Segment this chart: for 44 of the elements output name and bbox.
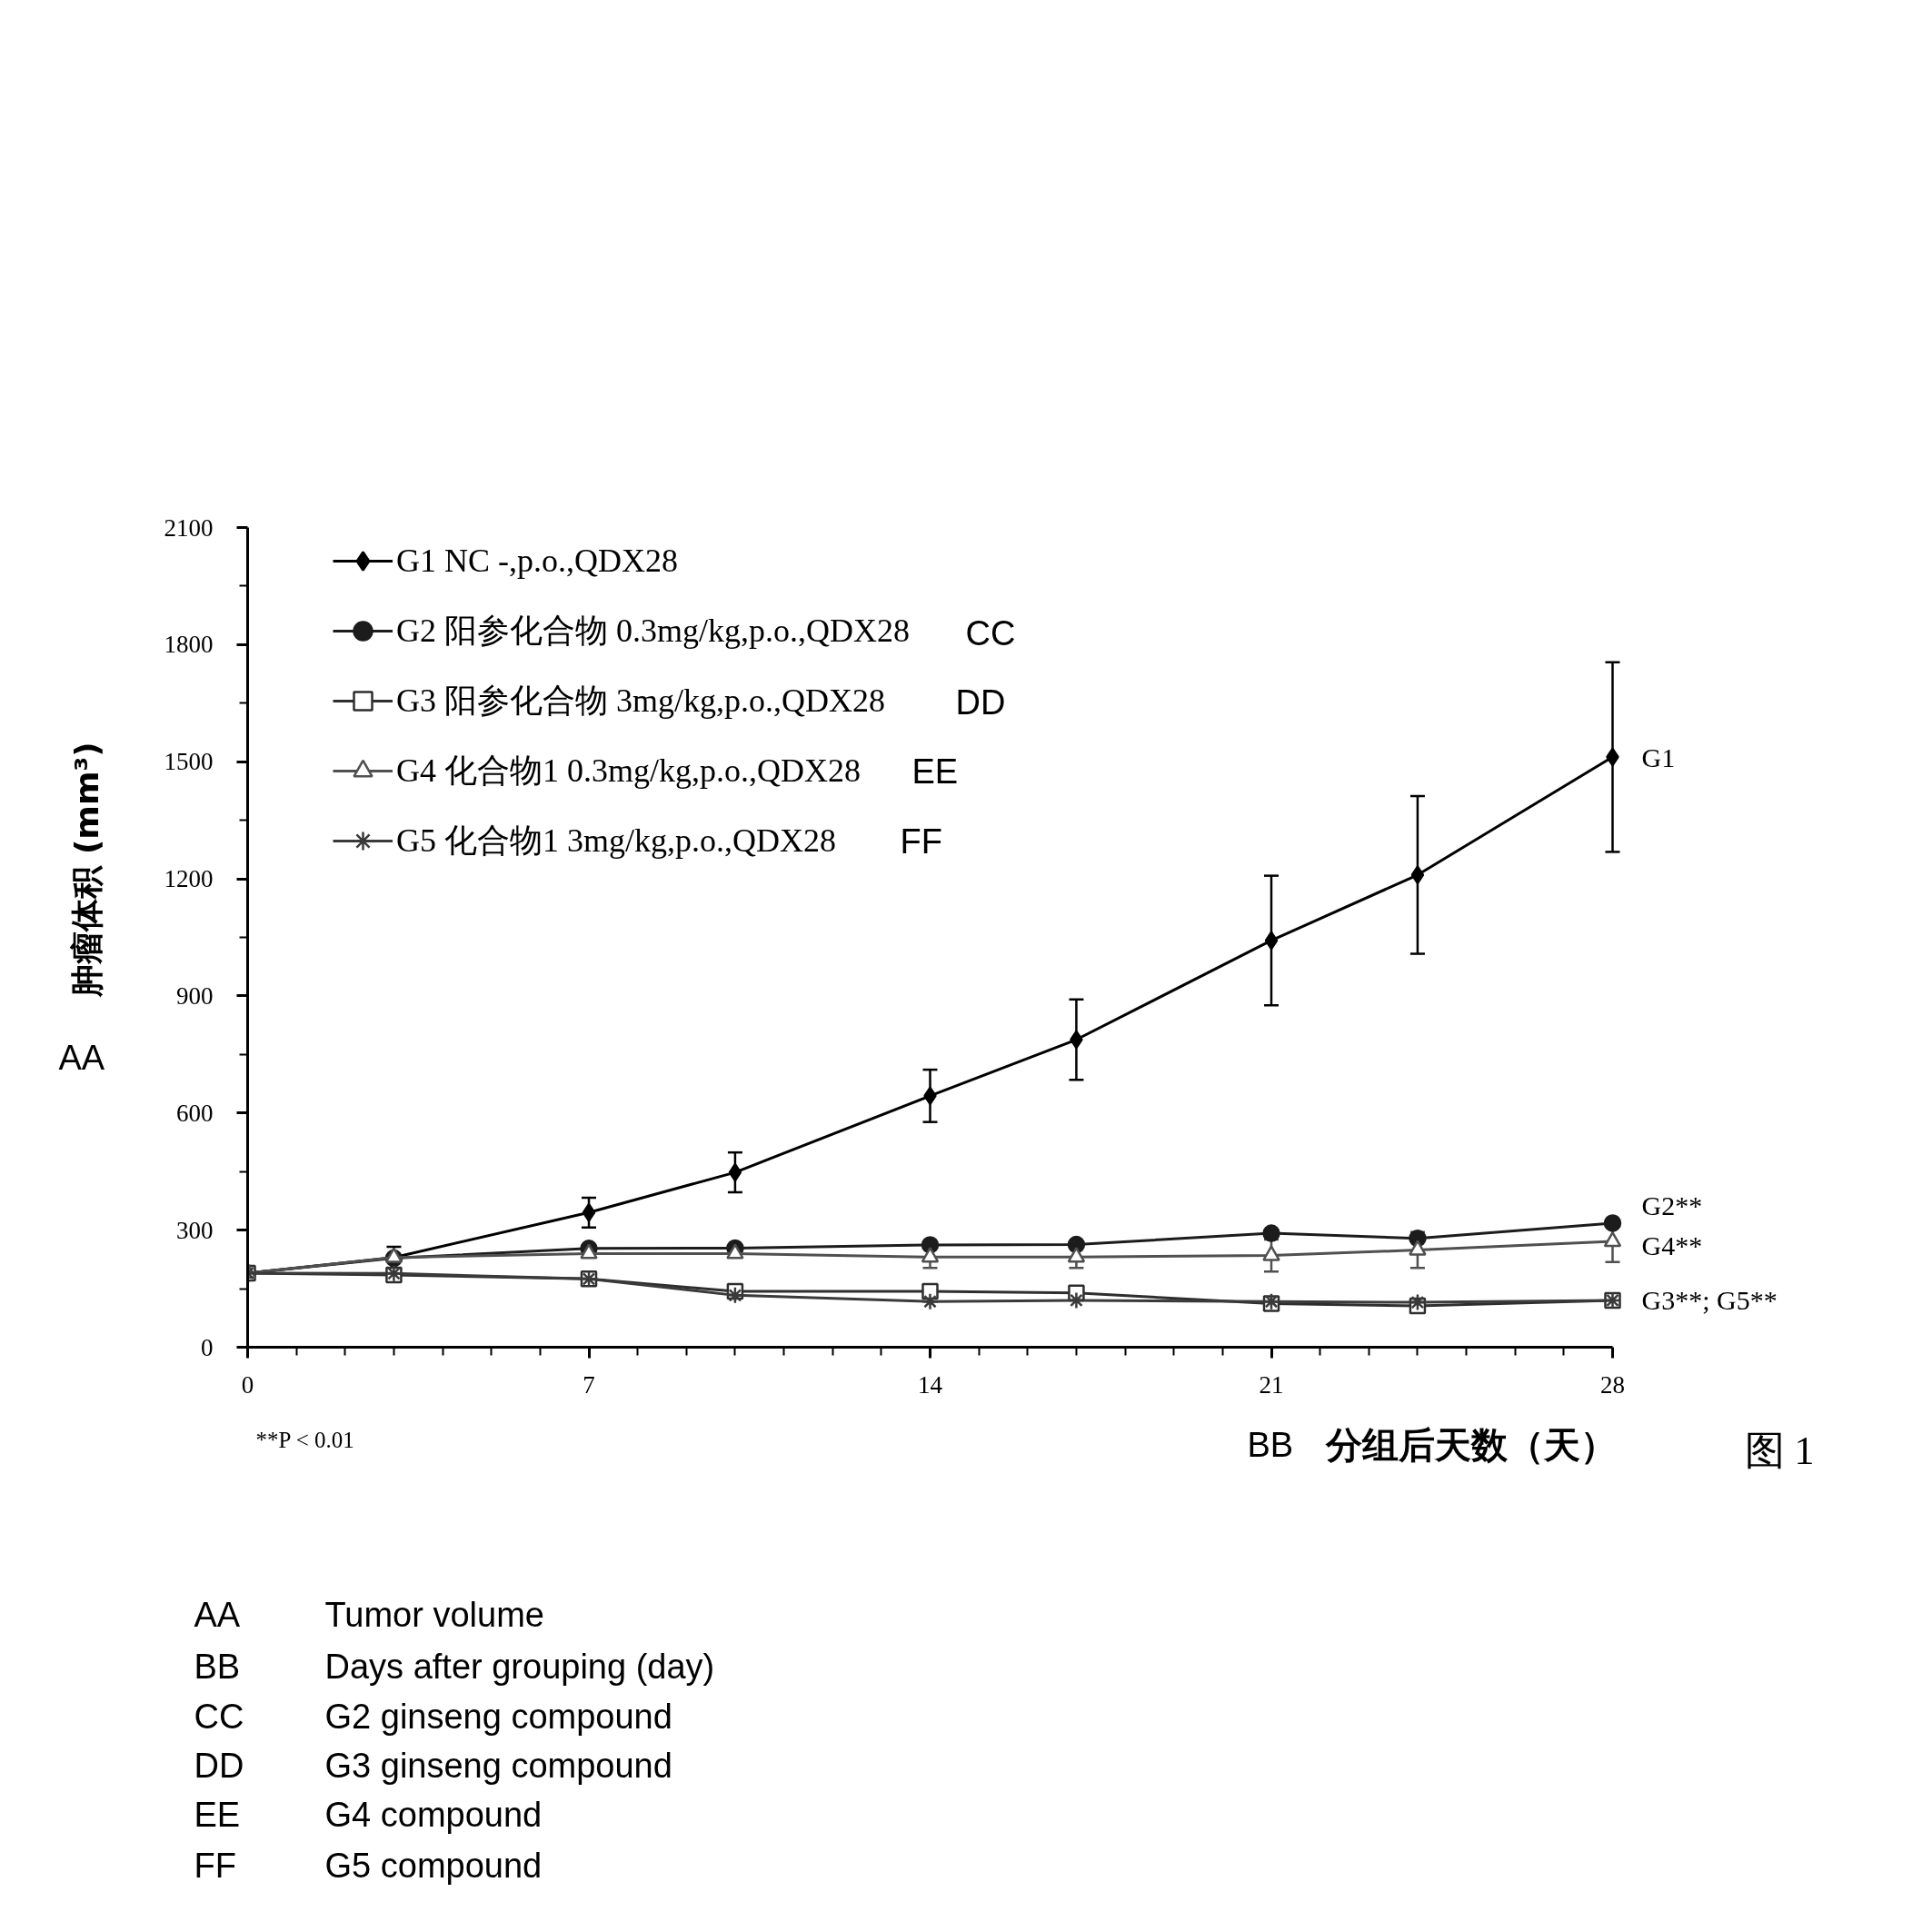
text: **P < 0.01 xyxy=(255,1428,354,1452)
y-axis-title: 肿瘤体积 (mm³) xyxy=(68,742,105,998)
annotation: FF xyxy=(900,822,942,861)
text: BB xyxy=(1247,1425,1294,1464)
y-tick-label: 1800 xyxy=(164,631,214,659)
legend-label: G2 阳参化合物 0.3mg/kg,p.o.,QDX28 xyxy=(396,611,910,651)
y-tick-label: 1500 xyxy=(164,748,214,776)
legend-label: G5 化合物1 3mg/kg,p.o.,QDX28 xyxy=(396,821,836,861)
x-axis-title: 分组后天数（天） xyxy=(1324,1423,1617,1466)
text: G2 ginseng compound xyxy=(324,1697,672,1736)
text: FF xyxy=(194,1846,236,1885)
text: Days after grouping (day) xyxy=(324,1647,715,1686)
y-tick-label: 900 xyxy=(176,981,214,1010)
legend-label: G3 阳参化合物 3mg/kg,p.o.,QDX28 xyxy=(396,681,885,721)
legend-label: G4 化合物1 0.3mg/kg,p.o.,QDX28 xyxy=(396,751,861,791)
text: AA xyxy=(58,1038,105,1077)
legend-label: G1 NC -,p.o.,QDX28 xyxy=(396,542,678,581)
x-tick-label: 7 xyxy=(583,1370,595,1399)
y-tick-label: 600 xyxy=(176,1099,214,1127)
caption: 图 1 xyxy=(1744,1429,1815,1473)
text: CC xyxy=(194,1697,244,1736)
annotation: G3**; G5** xyxy=(1641,1285,1778,1316)
x-tick-label: 28 xyxy=(1600,1370,1625,1399)
y-tick-label: 300 xyxy=(176,1216,214,1244)
text: G4 compound xyxy=(324,1795,543,1834)
x-tick-label: 21 xyxy=(1259,1370,1284,1399)
annotation: G1 xyxy=(1641,742,1676,772)
text: G4** xyxy=(1641,1230,1703,1260)
x-tick-label: 14 xyxy=(918,1370,943,1399)
annotation: EE xyxy=(911,752,959,791)
text: AA xyxy=(194,1595,241,1634)
y-tick-label: 1200 xyxy=(164,865,214,893)
text: Tumor volume xyxy=(324,1595,544,1634)
text: G2** xyxy=(1641,1190,1703,1220)
text: EE xyxy=(194,1795,241,1834)
annotation: CC xyxy=(965,613,1016,652)
text: G5 compound xyxy=(324,1846,543,1885)
text: BB xyxy=(194,1647,241,1686)
annotation: DD xyxy=(955,682,1006,722)
y-tick-label: 2100 xyxy=(164,513,214,542)
text: DD xyxy=(194,1746,244,1785)
text: G3 ginseng compound xyxy=(324,1746,672,1785)
x-tick-label: 0 xyxy=(241,1370,254,1399)
y-tick-label: 0 xyxy=(201,1333,214,1361)
